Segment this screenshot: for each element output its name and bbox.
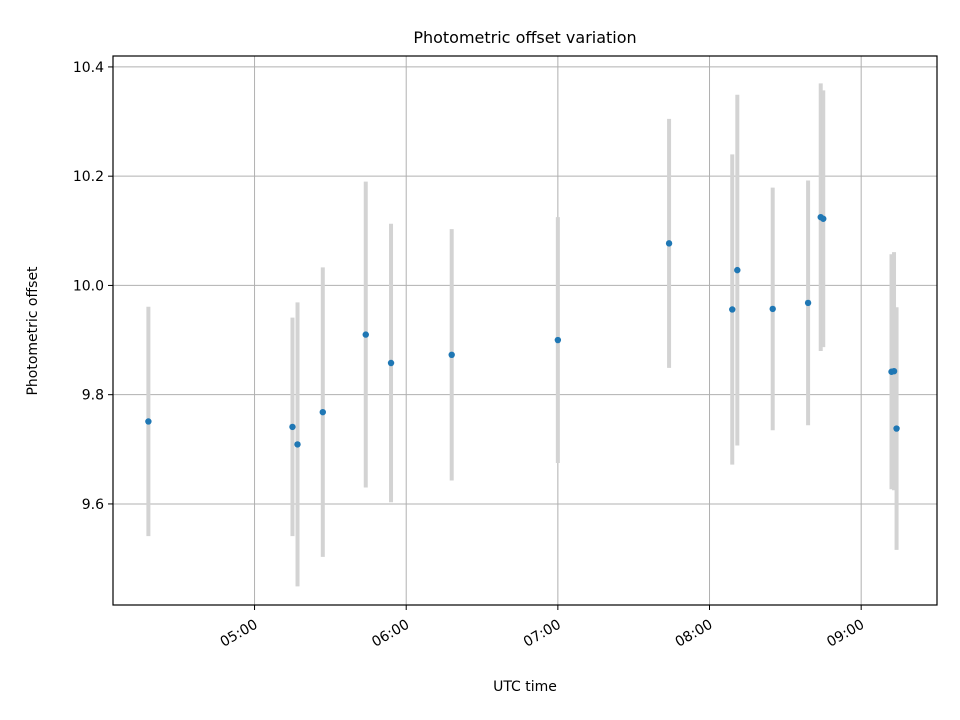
y-tick-label: 10.2 xyxy=(73,169,104,185)
data-point xyxy=(448,351,455,359)
data-point xyxy=(769,305,776,313)
y-tick-label: 9.8 xyxy=(82,388,104,404)
data-point xyxy=(289,423,296,431)
data-point xyxy=(319,408,326,416)
data-point xyxy=(734,266,741,274)
data-point xyxy=(804,299,812,307)
grid-lines xyxy=(113,56,937,605)
data-point xyxy=(294,441,301,448)
data-point xyxy=(729,306,736,313)
y-axis-ticks: 9.6 9.8 10.0 10.2 10.4 xyxy=(73,60,113,513)
data-point xyxy=(387,359,395,367)
y-tick-label: 10.4 xyxy=(73,60,104,76)
plot-frame xyxy=(112,55,938,606)
y-tick-label: 10.0 xyxy=(73,278,104,294)
data-points xyxy=(145,213,900,448)
data-point xyxy=(890,367,898,375)
y-axis-label: Photometric offset xyxy=(25,266,41,396)
x-axis-label: UTC time xyxy=(493,679,557,695)
data-point xyxy=(362,331,369,338)
data-point xyxy=(820,215,827,222)
data-point xyxy=(554,336,562,344)
data-point xyxy=(145,418,152,425)
y-tick-label: 9.6 xyxy=(82,497,104,513)
chart-title: Photometric offset variation xyxy=(413,28,636,47)
data-point xyxy=(665,240,673,247)
data-point xyxy=(893,425,900,432)
